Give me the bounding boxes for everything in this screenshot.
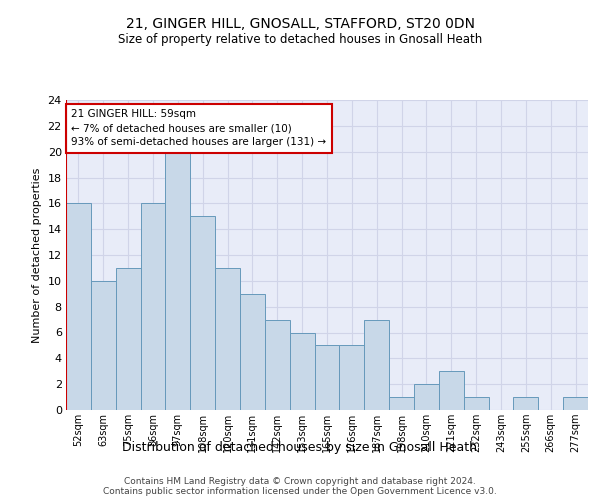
Bar — [414, 384, 439, 410]
Text: 21, GINGER HILL, GNOSALL, STAFFORD, ST20 0DN: 21, GINGER HILL, GNOSALL, STAFFORD, ST20… — [125, 18, 475, 32]
Bar — [66, 204, 91, 410]
Text: Contains HM Land Registry data © Crown copyright and database right 2024.: Contains HM Land Registry data © Crown c… — [124, 476, 476, 486]
Text: Contains public sector information licensed under the Open Government Licence v3: Contains public sector information licen… — [103, 486, 497, 496]
Bar — [215, 268, 240, 410]
Bar — [514, 397, 538, 410]
Bar — [190, 216, 215, 410]
Bar — [140, 204, 166, 410]
Bar — [91, 281, 116, 410]
Bar — [116, 268, 140, 410]
Bar — [290, 332, 314, 410]
Bar — [240, 294, 265, 410]
Bar — [364, 320, 389, 410]
Bar — [340, 346, 364, 410]
Bar — [563, 397, 588, 410]
Y-axis label: Number of detached properties: Number of detached properties — [32, 168, 42, 342]
Bar — [314, 346, 340, 410]
Text: Distribution of detached houses by size in Gnosall Heath: Distribution of detached houses by size … — [122, 441, 478, 454]
Bar — [464, 397, 488, 410]
Bar — [389, 397, 414, 410]
Bar — [265, 320, 290, 410]
Bar — [439, 371, 464, 410]
Text: Size of property relative to detached houses in Gnosall Heath: Size of property relative to detached ho… — [118, 32, 482, 46]
Text: 21 GINGER HILL: 59sqm
← 7% of detached houses are smaller (10)
93% of semi-detac: 21 GINGER HILL: 59sqm ← 7% of detached h… — [71, 110, 326, 148]
Bar — [166, 152, 190, 410]
